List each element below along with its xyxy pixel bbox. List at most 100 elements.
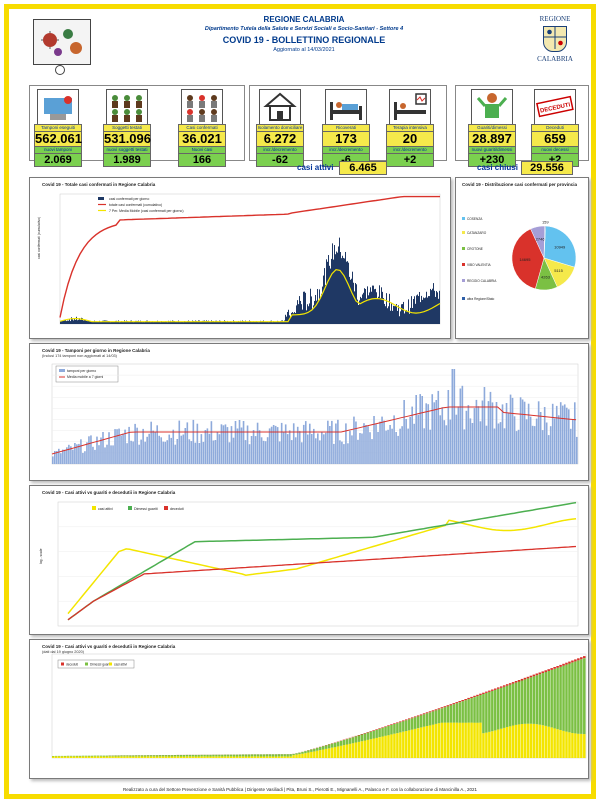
active-bar bbox=[330, 747, 334, 758]
daily-bar bbox=[262, 321, 263, 324]
recovered-bar bbox=[482, 694, 485, 734]
test-bar bbox=[76, 444, 78, 464]
test-bar bbox=[499, 422, 502, 464]
deceased-bar bbox=[485, 691, 488, 693]
deceased-bar bbox=[455, 702, 458, 704]
test-bar bbox=[493, 428, 496, 464]
test-bar bbox=[140, 439, 142, 464]
deceased-bar bbox=[497, 687, 500, 689]
recovered-bar bbox=[135, 755, 138, 757]
test-bar bbox=[415, 395, 417, 464]
test-bar bbox=[467, 405, 470, 464]
test-bar bbox=[371, 439, 373, 464]
recovered-bar bbox=[301, 751, 304, 754]
daily-bar bbox=[142, 322, 143, 324]
recovered-bar bbox=[102, 755, 105, 757]
test-bar bbox=[218, 434, 221, 464]
pie-legend-swatch bbox=[462, 231, 465, 234]
test-bar bbox=[302, 424, 305, 464]
daily-bar bbox=[226, 321, 227, 324]
test-bar bbox=[244, 440, 247, 464]
daily-bar bbox=[361, 298, 362, 324]
active-bar bbox=[568, 732, 571, 758]
daily-bar bbox=[253, 321, 254, 324]
active-bar bbox=[393, 733, 396, 758]
recovered-bar bbox=[289, 754, 292, 757]
pie-value-label: 2746 bbox=[536, 237, 546, 242]
active-bar bbox=[218, 756, 221, 758]
daily-bar bbox=[182, 321, 183, 324]
daily-bar bbox=[430, 288, 431, 324]
recovered-bar bbox=[265, 754, 269, 757]
daily-bar bbox=[309, 303, 310, 324]
test-bar bbox=[162, 441, 165, 464]
recovered-bar bbox=[345, 739, 349, 745]
test-bar bbox=[100, 437, 102, 464]
active-bar bbox=[351, 743, 355, 758]
test-bar bbox=[483, 387, 486, 464]
test-bar bbox=[345, 423, 347, 464]
test-bar bbox=[256, 422, 259, 464]
people-group-icon bbox=[106, 89, 148, 125]
y-axis-label: casi confermati (cumulativo) bbox=[37, 217, 41, 259]
daily-bar bbox=[217, 321, 218, 324]
recovered-bar bbox=[580, 659, 583, 734]
department-name: Dipartimento Tutela della Salute e Servi… bbox=[204, 26, 404, 32]
active-bar bbox=[224, 756, 227, 758]
recovered-bar bbox=[123, 755, 126, 757]
daily-bar bbox=[367, 286, 368, 324]
deceased-bar bbox=[520, 678, 524, 681]
daily-bar bbox=[351, 278, 352, 324]
daily-bar bbox=[328, 255, 329, 324]
daily-bar bbox=[113, 321, 114, 324]
test-bar bbox=[168, 434, 171, 464]
test-bar bbox=[236, 428, 239, 464]
daily-bar bbox=[91, 321, 92, 324]
recovered-bar bbox=[57, 755, 61, 757]
daily-bar bbox=[130, 320, 131, 324]
coat-of-arms-icon bbox=[543, 26, 567, 52]
test-bar bbox=[222, 425, 225, 464]
active-bar bbox=[238, 756, 242, 758]
update-date: Aggiornato al 14/03/2021 bbox=[273, 47, 335, 53]
test-bar bbox=[401, 426, 403, 464]
test-bar bbox=[333, 443, 335, 464]
daily-bar bbox=[315, 294, 316, 324]
deceased-bar bbox=[372, 730, 375, 731]
test-bar bbox=[445, 425, 448, 464]
daily-bar bbox=[335, 254, 336, 324]
active-bar bbox=[580, 734, 583, 758]
legend-label: tamponi per giorno bbox=[67, 369, 96, 373]
daily-bar bbox=[161, 321, 162, 324]
recovered-bar bbox=[473, 697, 476, 723]
daily-bar bbox=[205, 321, 206, 324]
panel2-title: Covid 19 - Tamponi per giorno in Regione… bbox=[42, 348, 150, 353]
recovered-bar bbox=[286, 754, 289, 757]
active-bar bbox=[467, 722, 470, 758]
test-bar bbox=[104, 447, 106, 464]
daily-bar bbox=[145, 321, 146, 324]
daily-bar bbox=[345, 251, 346, 324]
daily-bar bbox=[434, 290, 435, 324]
daily-bar bbox=[101, 321, 102, 324]
daily-bar bbox=[225, 320, 226, 324]
deceased-bar bbox=[431, 710, 435, 712]
deceased-bar bbox=[556, 666, 559, 668]
daily-bar bbox=[133, 322, 134, 324]
deceased-bar bbox=[434, 709, 438, 711]
test-bar bbox=[170, 437, 173, 464]
recovered-bar bbox=[319, 747, 322, 751]
active-bar bbox=[120, 756, 123, 758]
recovered-bar bbox=[431, 711, 435, 725]
test-bar bbox=[453, 369, 456, 464]
daily-bar bbox=[246, 321, 247, 324]
house-icon bbox=[259, 89, 301, 125]
daily-bar bbox=[429, 296, 430, 324]
active-bar bbox=[132, 756, 135, 758]
recovered-bar bbox=[372, 730, 375, 739]
recovered-bar bbox=[238, 754, 242, 757]
test-bar bbox=[192, 419, 195, 464]
daily-bar bbox=[176, 321, 177, 324]
legend-label: Dimessi guariti bbox=[134, 507, 158, 511]
daily-bar bbox=[312, 308, 313, 324]
